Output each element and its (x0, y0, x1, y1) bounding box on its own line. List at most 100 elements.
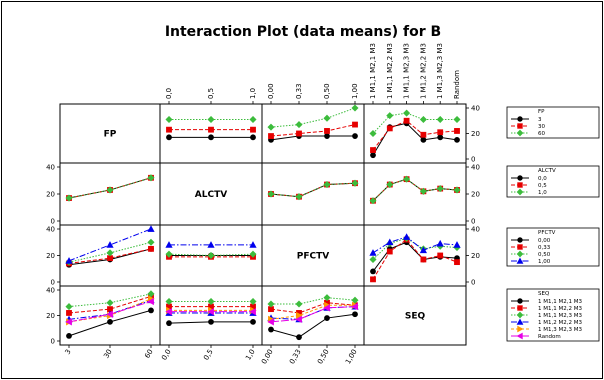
data-point (454, 259, 460, 266)
data-point (437, 129, 444, 136)
data-point (296, 130, 302, 137)
top-tick-label: 1,0 (249, 88, 257, 99)
data-point (296, 311, 303, 320)
top-tick-label: 0,00 (267, 83, 275, 99)
data-point (207, 251, 215, 260)
data-point (165, 308, 172, 316)
legend-swatch-marker (516, 332, 523, 340)
data-point (351, 302, 358, 311)
legend-entry-label: 1 M1,1 M2,1 M3 (538, 299, 582, 305)
data-point (268, 326, 274, 333)
series-line-r3-c2-s5 (270, 306, 356, 323)
data-point (148, 307, 154, 314)
data-point (324, 128, 330, 134)
data-point (386, 248, 393, 255)
legend-swatch-marker (516, 318, 524, 325)
data-point (295, 315, 302, 323)
legend-entry-label: 0,50 (538, 252, 551, 258)
data-point (420, 136, 427, 143)
legend-swatch-marker (516, 250, 524, 258)
data-point (369, 255, 377, 263)
diagonal-label-fp: FP (104, 130, 117, 140)
legend-swatch-marker (517, 298, 523, 304)
data-point (106, 249, 114, 257)
left-tick-label: 20 (46, 252, 55, 260)
data-point (437, 252, 444, 259)
series-line-r3-c2-s4 (270, 304, 355, 320)
legend-swatch-marker (517, 116, 523, 122)
data-point (323, 304, 330, 312)
left-tick-label: 20 (46, 312, 55, 320)
data-point (352, 311, 358, 318)
data-point (370, 147, 376, 153)
data-point (369, 197, 377, 205)
data-point (295, 121, 303, 129)
bottom-tick-label: 1,00 (344, 348, 359, 366)
right-tick-label: 20 (471, 191, 480, 199)
top-tick-label: 0,0 (165, 88, 173, 99)
data-point (419, 187, 427, 195)
data-point (166, 126, 172, 133)
data-point (324, 133, 330, 139)
data-point (295, 300, 303, 308)
legend-entry-label: 0,0 (538, 176, 547, 182)
left-tick-label: 0 (51, 218, 55, 226)
panel-frame-r0-c3 (363, 103, 467, 164)
panel-frame-r2-c3 (363, 224, 467, 287)
data-point (66, 310, 72, 316)
top-tick-label: 0,33 (295, 83, 303, 99)
series-line-r2-c3-s2 (372, 237, 458, 260)
data-point (296, 334, 302, 341)
right-tick-label: 0 (471, 156, 475, 164)
data-point (65, 257, 73, 264)
data-point (107, 318, 113, 325)
data-point (267, 123, 275, 131)
data-point (148, 245, 154, 252)
legend-swatch-marker (517, 244, 523, 250)
legend-title: FP (538, 109, 545, 115)
left-tick-label: 40 (46, 164, 55, 172)
data-point (437, 134, 444, 141)
series-line-r3-c2-s0 (270, 313, 356, 338)
data-point (106, 299, 114, 307)
data-point (165, 241, 173, 248)
bottom-tick-label: 0,00 (260, 348, 275, 366)
right-tick-label: 20 (471, 130, 480, 138)
data-point (147, 174, 155, 182)
series-line-r3-c0-s2 (68, 293, 152, 308)
data-point (453, 115, 461, 123)
legend-entry-label: 30 (538, 124, 545, 130)
data-point (351, 179, 359, 187)
left-tick-label: 40 (46, 287, 55, 295)
data-point (323, 114, 331, 122)
data-point (250, 318, 256, 325)
legend-entry-label: 1,0 (538, 190, 547, 196)
legend-entry-label: 1 M1,3 M2,3 M3 (538, 327, 582, 333)
data-point (208, 126, 214, 133)
legend-entry-label: 0,5 (538, 183, 547, 189)
legend-entry-label: 0,33 (538, 245, 551, 251)
data-point (249, 250, 257, 258)
data-point (106, 310, 113, 318)
left-tick-label: 0 (51, 338, 55, 346)
data-point (165, 115, 173, 123)
data-point (65, 303, 73, 311)
bottom-tick-label: 0,50 (316, 348, 331, 366)
data-point (324, 315, 330, 321)
data-point (147, 297, 154, 306)
data-point (250, 126, 256, 133)
data-point (369, 129, 377, 138)
data-point (249, 308, 256, 316)
data-point (454, 136, 460, 143)
series-line-r2-c0-s1 (68, 248, 152, 264)
data-point (436, 239, 444, 247)
top-tick-label: 0,50 (323, 83, 331, 99)
panel-frame-r3-c3 (363, 285, 467, 346)
legend-entry-label: 3 (538, 117, 542, 123)
data-point (370, 268, 376, 275)
data-point (106, 241, 114, 248)
data-point (65, 194, 73, 202)
data-point (420, 256, 427, 263)
